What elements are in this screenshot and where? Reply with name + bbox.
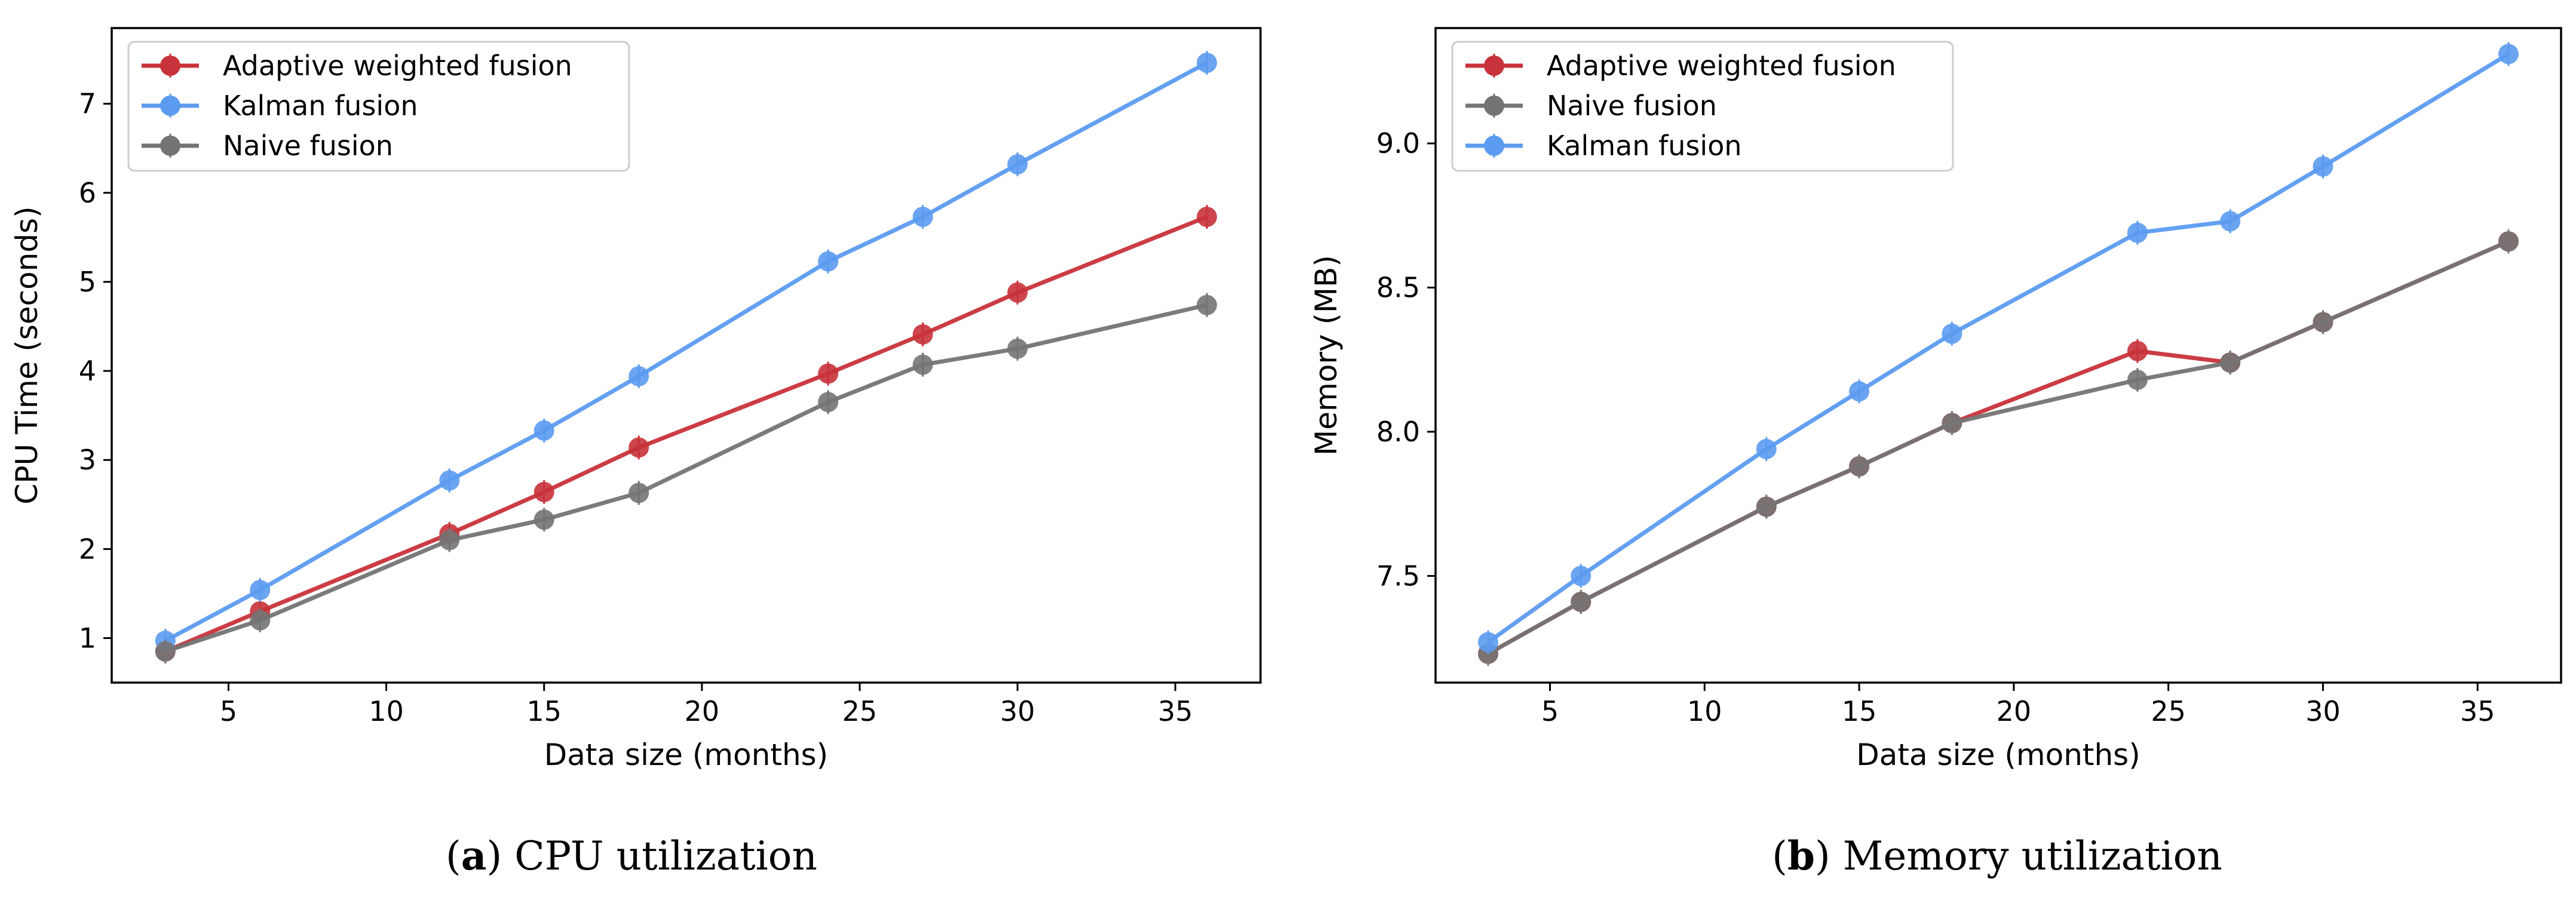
y-axis-label: CPU Time (seconds) xyxy=(10,206,44,504)
x-tick-label: 10 xyxy=(1687,695,1722,727)
x-axis-label: Data size (months) xyxy=(1856,738,2140,772)
series-naive-fusion xyxy=(155,293,1218,663)
cpu-utilization-chart: 5 10 15 20 25 30 35 1 2 3 4 5 6 7 Data size (months) CP… xyxy=(10,27,1262,879)
caption-letter: a xyxy=(461,833,487,879)
x-tick-label: 5 xyxy=(1541,695,1559,727)
x-tick-label: 20 xyxy=(685,695,720,727)
legend: Adaptive weighted fusion Kalman fusion Nai… xyxy=(127,41,630,172)
x-tick-label: 15 xyxy=(1842,695,1877,727)
caption-close-paren: ) xyxy=(1815,833,1843,879)
caption-text: CPU utilization xyxy=(514,833,817,879)
x-tick-label: 35 xyxy=(2460,695,2495,727)
y-tick-label: 8.5 xyxy=(1376,272,1420,304)
caption-letter: b xyxy=(1787,833,1815,879)
y-tick-label: 1 xyxy=(79,622,96,654)
series-kalman-fusion xyxy=(1477,42,2519,655)
y-tick-label: 7 xyxy=(79,88,96,120)
x-tick-label: 25 xyxy=(2151,695,2186,727)
legend: Adaptive weighted fusion Naive fusion Kalm… xyxy=(1451,41,1954,172)
x-tick-label: 15 xyxy=(526,695,562,727)
y-tick-label: 5 xyxy=(79,266,96,298)
legend-label: Naive fusion xyxy=(223,130,393,162)
y-tick-label: 7.5 xyxy=(1376,560,1420,592)
memory-utilization-chart: 5 10 15 20 25 30 35 7.5 8.0 8.5 9.0 Data size (mont… xyxy=(1309,27,2562,879)
series-line xyxy=(1487,239,2510,656)
series-kalman-fusion xyxy=(155,51,1218,653)
x-tick-label: 30 xyxy=(2305,695,2341,727)
y-axis-label: Memory (MB) xyxy=(1309,255,1344,456)
x-tick-label: 35 xyxy=(1158,695,1193,727)
legend-label: Naive fusion xyxy=(1547,90,1717,122)
caption-open-paren: ( xyxy=(446,833,461,879)
x-axis-label: Data size (months) xyxy=(544,738,828,772)
y-tick-label: 2 xyxy=(79,533,96,565)
y-tick-label: 9.0 xyxy=(1376,127,1420,159)
caption-text: Memory utilization xyxy=(1843,833,2222,879)
series-naive-fusion xyxy=(1477,229,2519,666)
x-tick-label: 10 xyxy=(369,695,404,727)
x-tick-label: 25 xyxy=(842,695,878,727)
series-line xyxy=(164,303,1207,654)
x-tick-label: 20 xyxy=(1997,695,2032,727)
caption-close-paren: ) xyxy=(487,833,515,879)
y-tick-label: 3 xyxy=(79,444,96,476)
legend-label: Adaptive weighted fusion xyxy=(1547,50,1896,82)
y-tick-label: 4 xyxy=(79,355,96,387)
panel-caption: (a) CPU utilization xyxy=(446,833,817,879)
x-tick-label: 30 xyxy=(1000,695,1035,727)
y-tick-label: 6 xyxy=(79,177,96,209)
legend-label: Kalman fusion xyxy=(1547,130,1742,162)
plot-frame xyxy=(111,27,1262,684)
y-tick-label: 8.0 xyxy=(1376,416,1420,448)
legend-label: Adaptive weighted fusion xyxy=(223,50,572,82)
series-line xyxy=(1487,239,2510,656)
x-tick-label: 5 xyxy=(220,695,237,727)
series-adaptive-weighted-fusion xyxy=(1477,229,2519,666)
legend-box xyxy=(127,41,630,172)
series-adaptive-weighted-fusion xyxy=(155,205,1218,663)
panel-caption: (b) Memory utilization xyxy=(1772,833,2222,879)
legend-label: Kalman fusion xyxy=(223,90,418,122)
legend-box xyxy=(1451,41,1954,172)
caption-open-paren: ( xyxy=(1772,833,1787,879)
series-line xyxy=(164,214,1208,654)
plot-frame xyxy=(1434,27,2562,684)
